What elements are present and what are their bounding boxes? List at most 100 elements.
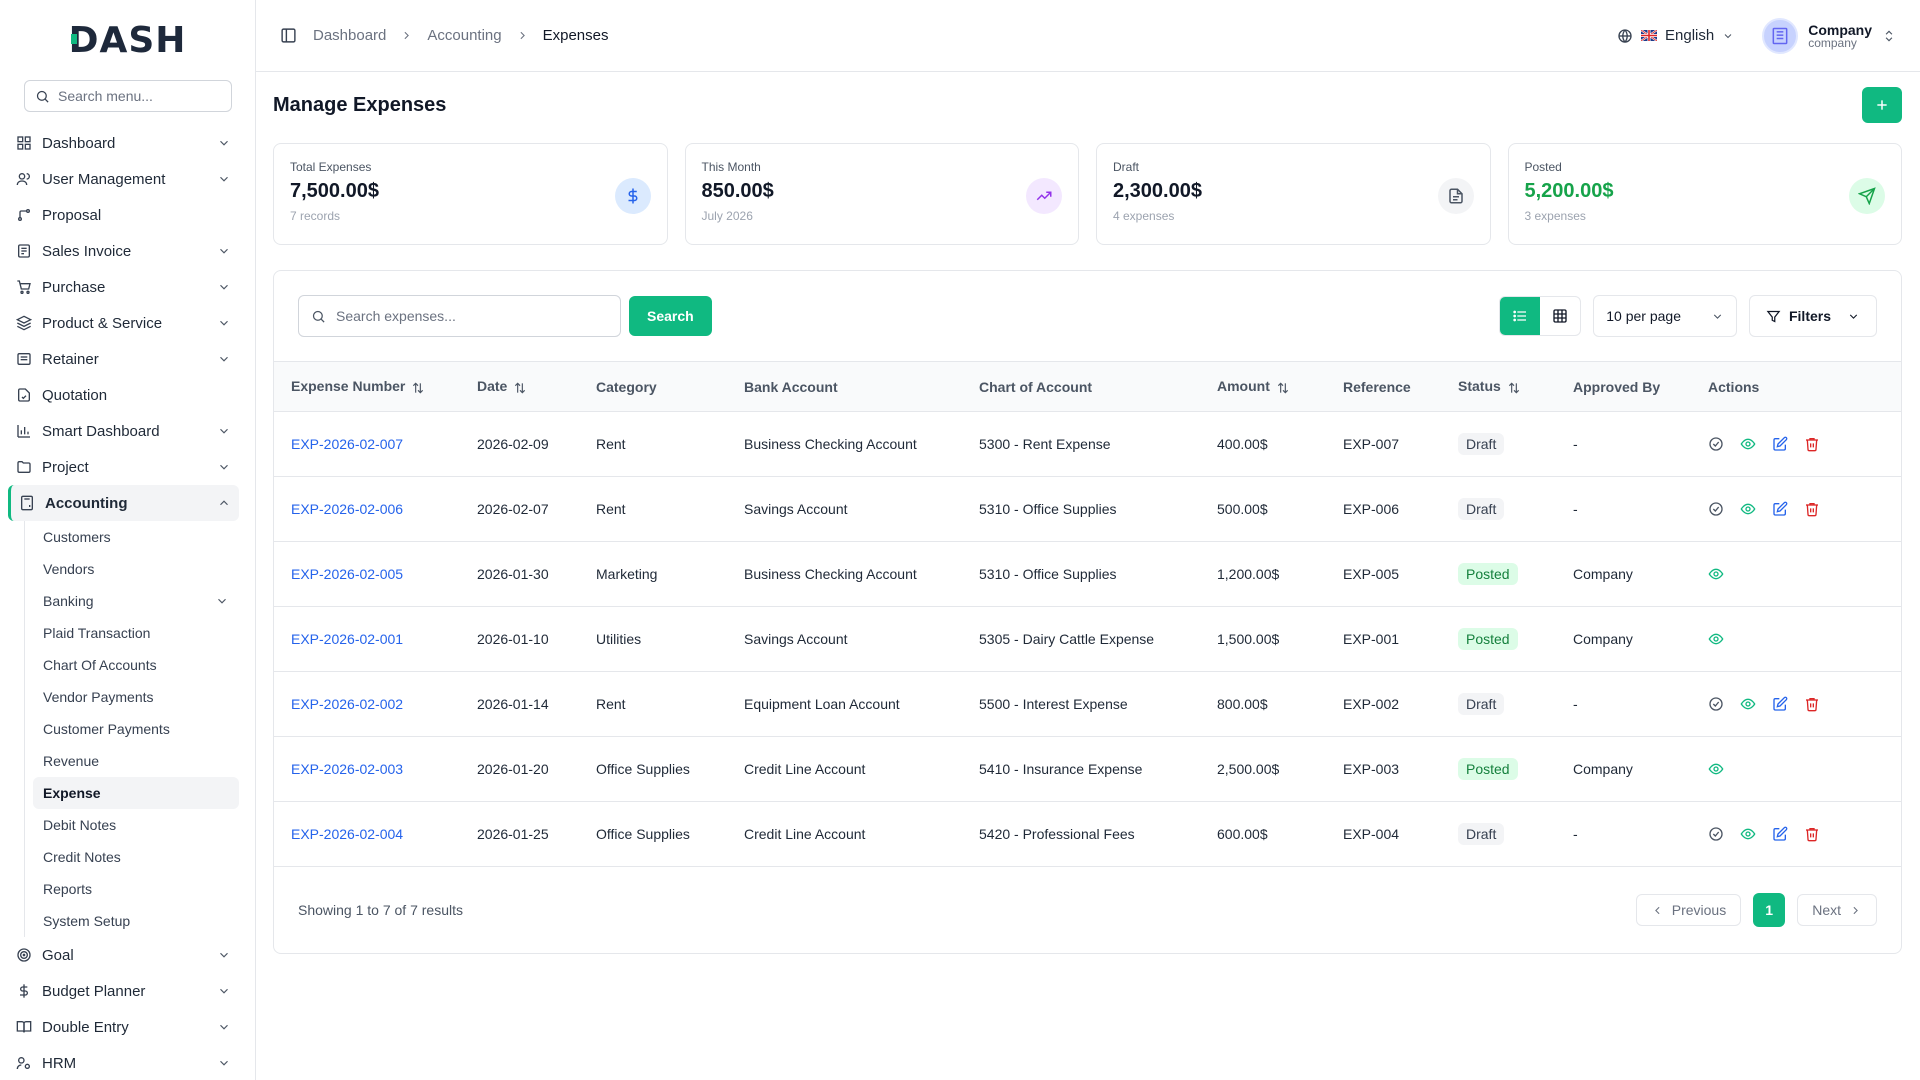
cell-reference: EXP-004 (1343, 826, 1400, 842)
approve-icon[interactable] (1708, 696, 1724, 712)
expense-number-link[interactable]: EXP-2026-02-006 (291, 501, 404, 517)
next-button[interactable]: Next (1797, 894, 1877, 926)
company-switcher[interactable]: Company company (1762, 17, 1896, 54)
sidebar-item-product-service[interactable]: Product & Service (8, 305, 239, 341)
topbar: Dashboard Accounting Expenses English Co… (256, 0, 1920, 72)
edit-icon[interactable] (1772, 436, 1788, 452)
sidebar-item-quotation[interactable]: Quotation (8, 377, 239, 413)
previous-button[interactable]: Previous (1635, 894, 1742, 926)
cell-expense-number: EXP-2026-02-006 (274, 477, 469, 542)
grid-view-button[interactable] (1540, 297, 1580, 335)
submenu-reports[interactable]: Reports (33, 873, 239, 905)
edit-icon[interactable] (1772, 826, 1788, 842)
main-area: Dashboard Accounting Expenses English Co… (256, 0, 1920, 1080)
submenu-label: Plaid Transaction (43, 625, 151, 641)
submenu-vendors[interactable]: Vendors (33, 553, 239, 585)
expense-number-link[interactable]: EXP-2026-02-005 (291, 566, 404, 582)
sidebar-item-retainer[interactable]: Retainer (8, 341, 239, 377)
menu-search[interactable] (24, 80, 232, 112)
sidebar-item-dashboard[interactable]: Dashboard (8, 125, 239, 161)
view-icon[interactable] (1708, 761, 1724, 777)
sidebar-item-hrm[interactable]: HRM (8, 1045, 239, 1080)
submenu-revenue[interactable]: Revenue (33, 745, 239, 777)
expense-number-link[interactable]: EXP-2026-02-003 (291, 761, 404, 777)
stat-sub: 7 records (290, 209, 341, 223)
search-button[interactable]: Search (629, 296, 712, 336)
expense-search-input[interactable] (336, 308, 608, 324)
view-icon[interactable] (1740, 696, 1756, 712)
view-icon[interactable] (1708, 631, 1724, 647)
stats-row: Total Expenses 7,500.00$ 7 records This … (273, 143, 1902, 245)
target-icon (16, 947, 32, 963)
sidebar-item-goal[interactable]: Goal (8, 937, 239, 973)
approve-icon[interactable] (1708, 501, 1724, 517)
submenu-credit-notes[interactable]: Credit Notes (33, 841, 239, 873)
submenu-system-setup[interactable]: System Setup (33, 905, 239, 937)
cell-amount: 400.00$ (1217, 436, 1268, 452)
sidebar-item-label: Accounting (45, 494, 128, 512)
delete-icon[interactable] (1804, 501, 1820, 517)
submenu-label: Vendor Payments (43, 689, 154, 705)
previous-label: Previous (1671, 902, 1727, 918)
expense-number-link[interactable]: EXP-2026-02-007 (291, 436, 404, 452)
expense-search[interactable] (298, 295, 621, 337)
chevron-up-icon (217, 496, 231, 510)
sort-icon (1276, 381, 1290, 395)
sidebar-item-purchase[interactable]: Purchase (8, 269, 239, 305)
sidebar-item-smart-dashboard[interactable]: Smart Dashboard (8, 413, 239, 449)
delete-icon[interactable] (1804, 436, 1820, 452)
sidebar-item-double-entry[interactable]: Double Entry (8, 1009, 239, 1045)
cell-approved-by: Company (1573, 566, 1633, 582)
add-expense-button[interactable] (1862, 87, 1902, 123)
col-status[interactable]: Status (1450, 362, 1565, 412)
cell-bank-account: Business Checking Account (744, 436, 917, 452)
submenu-plaid-transaction[interactable]: Plaid Transaction (33, 617, 239, 649)
expense-number-link[interactable]: EXP-2026-02-001 (291, 631, 404, 647)
list-view-button[interactable] (1500, 297, 1541, 335)
submenu-expense[interactable]: Expense (33, 777, 239, 809)
page-1-button[interactable]: 1 (1753, 893, 1786, 927)
row-actions (1708, 566, 1893, 582)
sidebar-item-sales-invoice[interactable]: Sales Invoice (8, 233, 239, 269)
delete-icon[interactable] (1804, 826, 1820, 842)
view-icon[interactable] (1740, 436, 1756, 452)
chevron-down-icon (217, 948, 231, 962)
delete-icon[interactable] (1804, 696, 1820, 712)
sidebar-item-project[interactable]: Project (8, 449, 239, 485)
sidebar-item-budget-planner[interactable]: Budget Planner (8, 973, 239, 1009)
sidebar-item-accounting[interactable]: Accounting (8, 485, 239, 521)
submenu-debit-notes[interactable]: Debit Notes (33, 809, 239, 841)
language-selector[interactable]: English (1617, 27, 1734, 44)
col-chart-of-account: Chart of Account (971, 362, 1209, 412)
stat-sub: 4 expenses (1113, 209, 1175, 223)
edit-icon[interactable] (1772, 696, 1788, 712)
logo[interactable]: DASH (0, 0, 255, 80)
menu-search-input[interactable] (58, 88, 221, 104)
view-icon[interactable] (1740, 826, 1756, 842)
submenu-customer-payments[interactable]: Customer Payments (33, 713, 239, 745)
chevrons-up-down-icon (1882, 29, 1896, 43)
submenu-chart-of-accounts[interactable]: Chart Of Accounts (33, 649, 239, 681)
sidebar-item-proposal[interactable]: Proposal (8, 197, 239, 233)
col-date[interactable]: Date (469, 362, 588, 412)
breadcrumb-accounting[interactable]: Accounting (427, 27, 502, 44)
sidebar-toggle-icon[interactable] (280, 27, 297, 44)
expense-number-link[interactable]: EXP-2026-02-004 (291, 826, 404, 842)
view-icon[interactable] (1708, 566, 1724, 582)
approve-icon[interactable] (1708, 436, 1724, 452)
col-amount[interactable]: Amount (1209, 362, 1335, 412)
per-page-select[interactable]: 10 per page (1593, 295, 1737, 337)
sidebar-item-user-management[interactable]: User Management (8, 161, 239, 197)
filters-button[interactable]: Filters (1748, 295, 1877, 337)
edit-icon[interactable] (1772, 501, 1788, 517)
cell-status: Draft (1450, 477, 1565, 542)
submenu-banking[interactable]: Banking (33, 585, 239, 617)
breadcrumb-dashboard[interactable]: Dashboard (313, 27, 387, 44)
expense-number-link[interactable]: EXP-2026-02-002 (291, 696, 404, 712)
col-expense-number[interactable]: Expense Number (274, 362, 469, 412)
submenu-customers[interactable]: Customers (33, 521, 239, 553)
view-icon[interactable] (1740, 501, 1756, 517)
page-title: Manage Expenses (273, 93, 447, 116)
approve-icon[interactable] (1708, 826, 1724, 842)
submenu-vendor-payments[interactable]: Vendor Payments (33, 681, 239, 713)
